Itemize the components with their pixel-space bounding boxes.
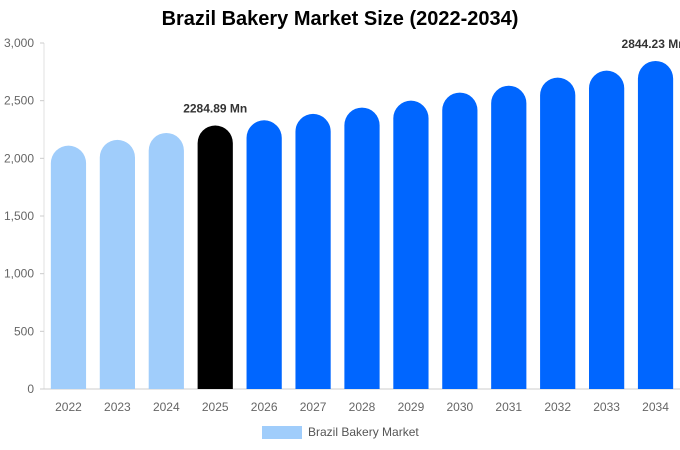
bar-2024[interactable] [148, 132, 184, 389]
x-tick-label-2034: 2034 [642, 400, 669, 414]
x-tick-label-2022: 2022 [55, 400, 82, 414]
y-tick-label: 2,000 [4, 151, 34, 165]
y-tick-label: 1,000 [4, 267, 34, 281]
x-tick-label-2033: 2033 [593, 400, 620, 414]
chart-title: Brazil Bakery Market Size (2022-2034) [161, 8, 519, 30]
y-tick-label: 2,500 [4, 94, 34, 108]
x-tick-label-2028: 2028 [349, 400, 376, 414]
x-tick-label-2029: 2029 [398, 400, 425, 414]
bar-2023[interactable] [99, 139, 135, 389]
bar-2022[interactable] [50, 145, 87, 389]
bar-2026[interactable] [246, 120, 282, 389]
bars-group [50, 60, 674, 390]
bar-2031[interactable] [491, 85, 527, 389]
bar-2030[interactable] [442, 92, 478, 390]
y-tick-label: 500 [14, 324, 34, 338]
data-label-2025: 2284.89 Mn [183, 101, 247, 115]
y-tick-label: 1,500 [4, 209, 34, 223]
x-tick-label-2025: 2025 [202, 400, 229, 414]
x-tick-label-2026: 2026 [251, 400, 278, 414]
bar-2034[interactable] [637, 60, 674, 389]
legend-label: Brazil Bakery Market [308, 425, 419, 439]
x-tick-label-2024: 2024 [153, 400, 180, 414]
legend[interactable]: Brazil Bakery Market [262, 425, 419, 439]
data-label-2034: 2844.23 Mn [622, 37, 680, 51]
bar-2032[interactable] [540, 77, 576, 389]
bar-2029[interactable] [393, 100, 429, 389]
x-tick-label-2023: 2023 [104, 400, 131, 414]
y-tick-label: 0 [27, 382, 34, 396]
data-labels-group: 2284.89 Mn 2844.23 Mn [183, 37, 680, 116]
legend-swatch [262, 425, 302, 439]
x-tick-label-2032: 2032 [544, 400, 571, 414]
y-tick-label: 3,000 [4, 36, 34, 50]
bar-2027[interactable] [295, 113, 331, 390]
bar-2028[interactable] [344, 107, 380, 389]
x-tick-label-2030: 2030 [446, 400, 473, 414]
x-tick-label-2027: 2027 [300, 400, 327, 414]
x-tick-label-2031: 2031 [495, 400, 522, 414]
axes: 0 500 1,000 1,500 2,000 2,500 3,000 2022 2023 202… [4, 36, 680, 414]
bar-2033[interactable] [589, 70, 625, 389]
bar-2025[interactable] [197, 125, 233, 390]
